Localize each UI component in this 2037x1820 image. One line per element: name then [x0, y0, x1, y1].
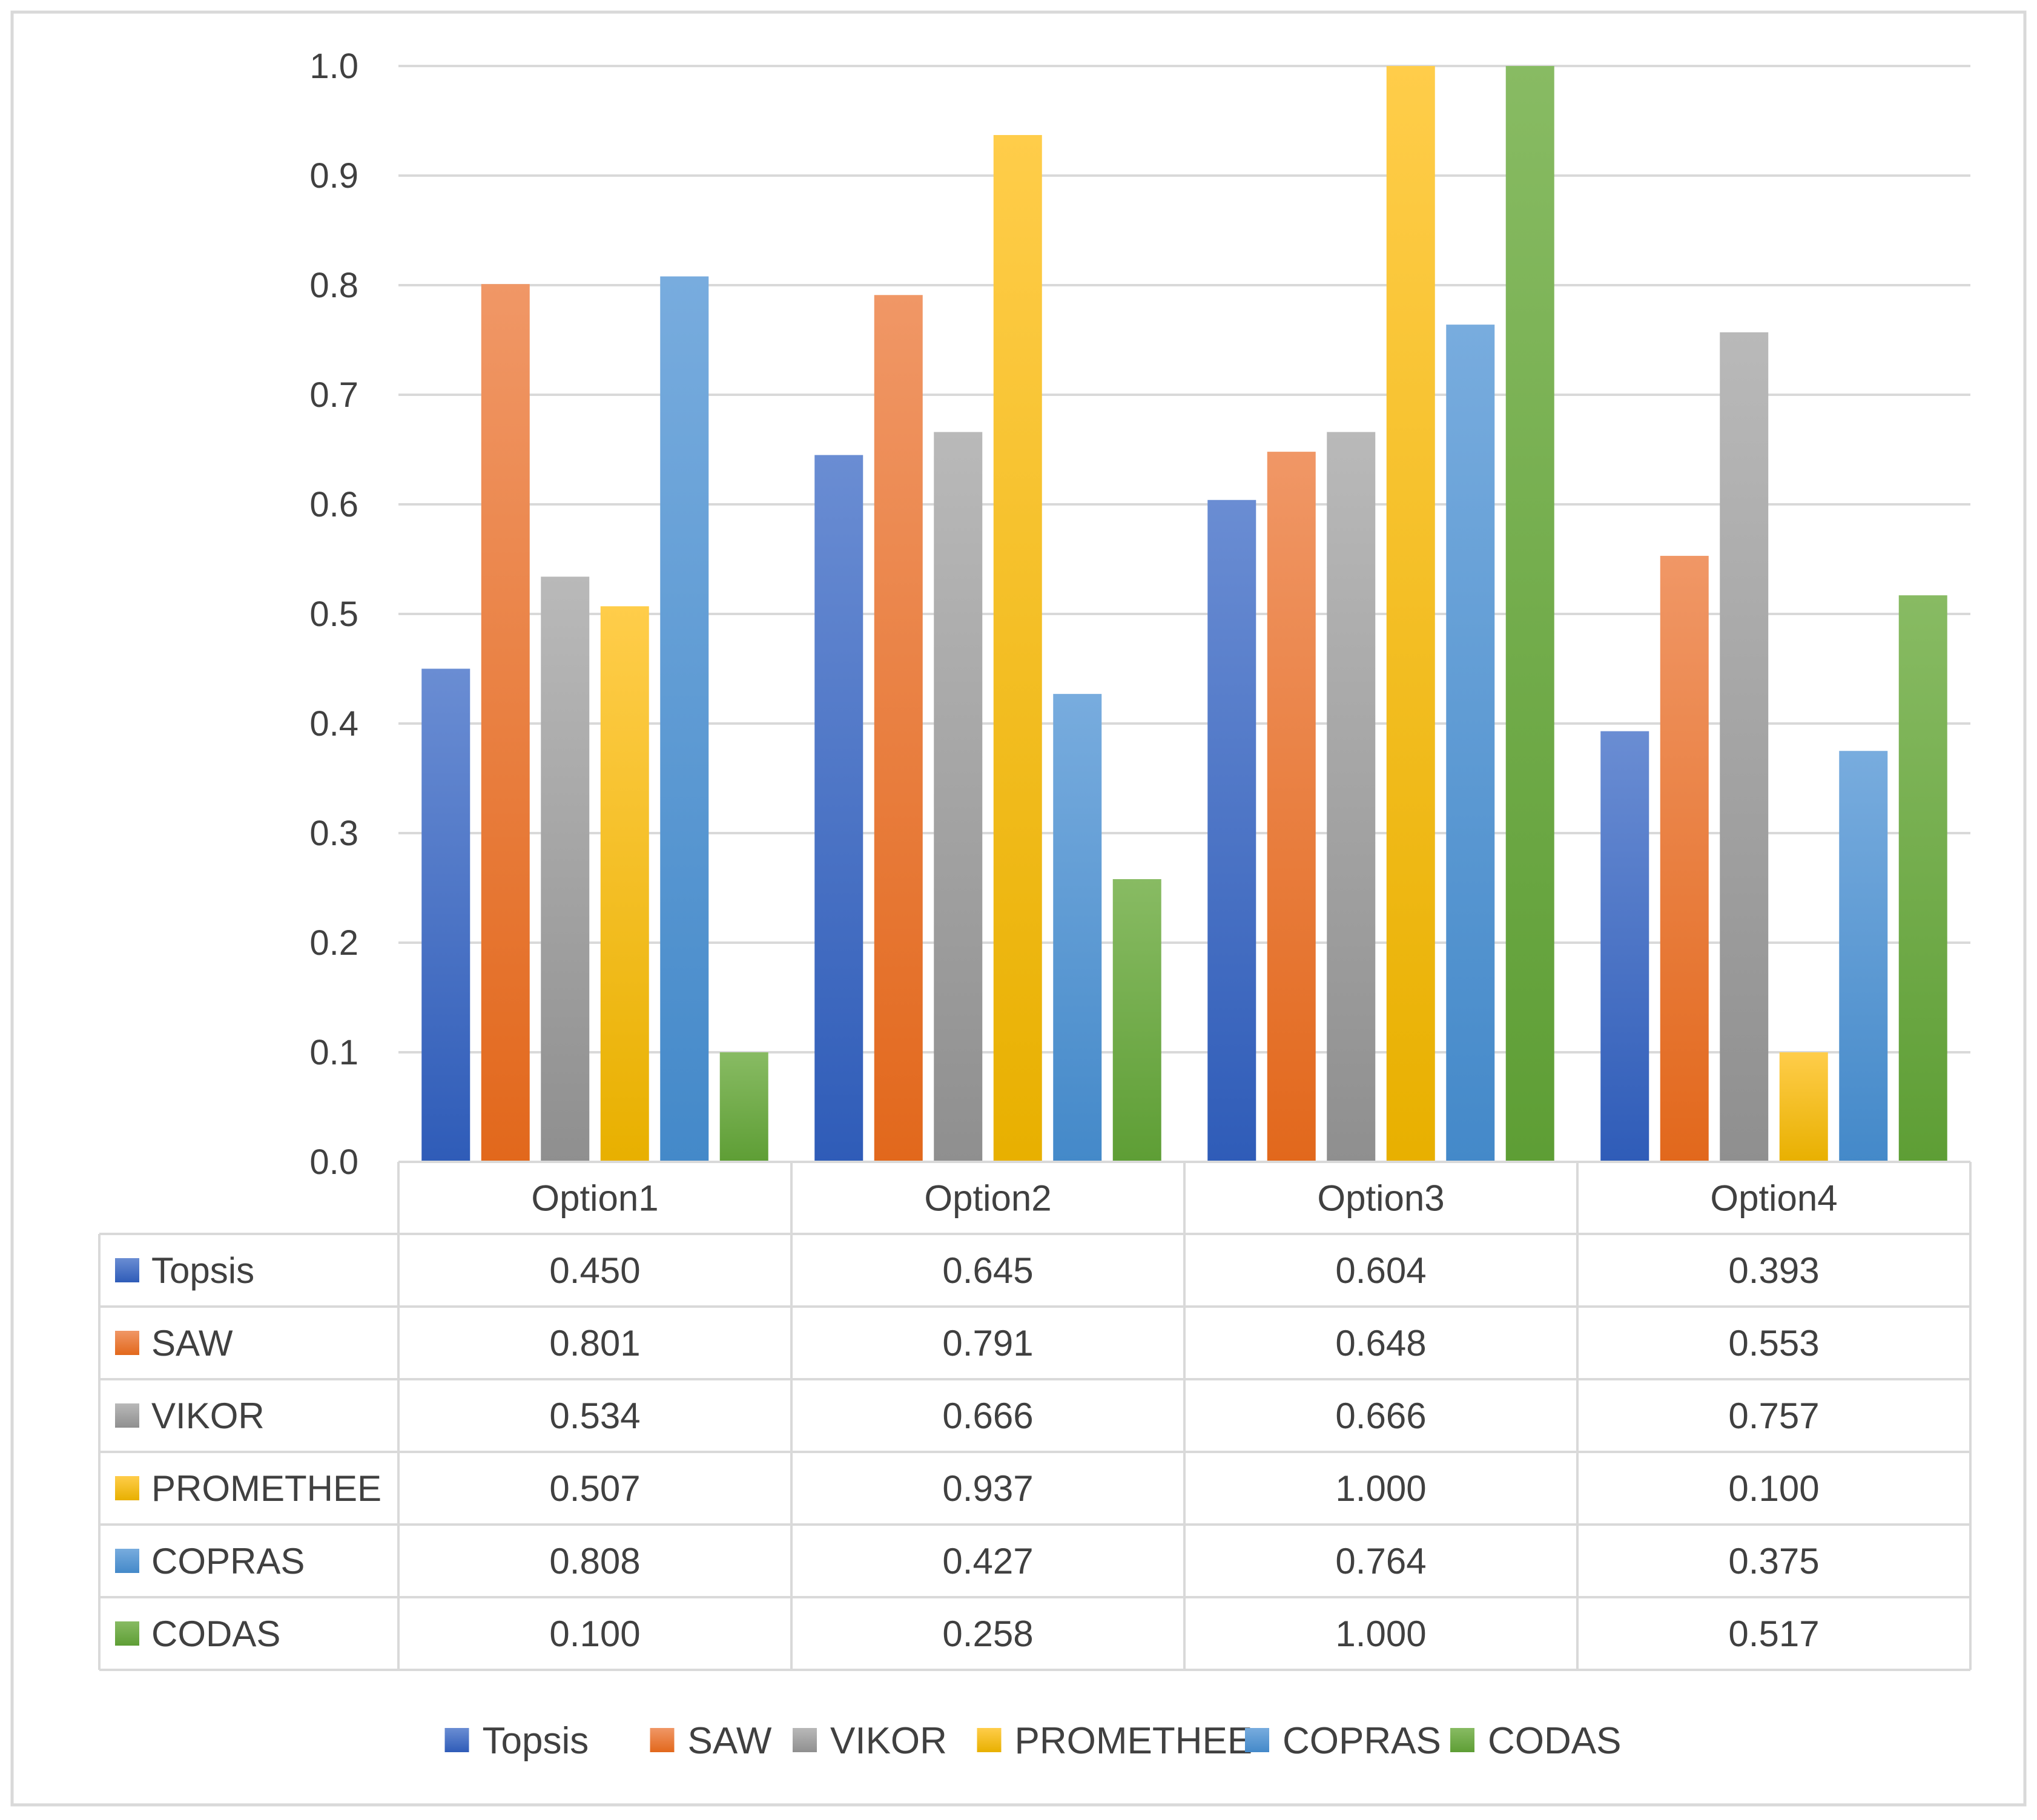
- bar-promethee-option4: [1779, 1052, 1828, 1162]
- table-cell: 0.534: [549, 1396, 640, 1436]
- row-label: COPRAS: [151, 1541, 305, 1581]
- row-swatch-codas: [115, 1621, 139, 1646]
- bar-saw-option3: [1267, 452, 1316, 1162]
- category-label: Option1: [531, 1178, 658, 1219]
- y-tick-label: 0.5: [309, 595, 358, 634]
- y-tick-label: 0.1: [309, 1033, 358, 1072]
- legend-swatch-codas: [1450, 1728, 1474, 1752]
- legend: Topsis SAW VIKOR PROMETHEE COPRAS CODAS: [444, 1720, 1621, 1762]
- table-cell: 0.393: [1728, 1250, 1819, 1291]
- legend-label: PROMETHEE: [1015, 1720, 1253, 1762]
- y-tick-label: 0.0: [309, 1142, 358, 1182]
- row-swatch-promethee: [115, 1476, 139, 1500]
- bar-copras-option4: [1839, 751, 1888, 1162]
- table-cell: 0.375: [1728, 1541, 1819, 1581]
- row-label: PROMETHEE: [151, 1468, 381, 1509]
- table-cell: 0.604: [1335, 1250, 1426, 1291]
- bar-topsis-option2: [814, 455, 863, 1162]
- bar-vikor-option1: [541, 576, 590, 1162]
- table-cell: 0.791: [942, 1323, 1033, 1363]
- legend-swatch-vikor: [793, 1728, 817, 1752]
- bar-codas-option4: [1898, 595, 1947, 1162]
- y-axis-ticks: 0.0 0.1 0.2 0.3 0.4 0.5 0.6 0.7 0.8 0.9 1.0: [309, 47, 358, 1182]
- row-swatch-saw: [115, 1331, 139, 1355]
- bar-codas-option1: [719, 1052, 768, 1162]
- legend-swatch-saw: [650, 1728, 675, 1752]
- bar-saw-option2: [874, 295, 923, 1162]
- row-swatch-topsis: [115, 1258, 139, 1282]
- table-cell: 0.645: [942, 1250, 1033, 1291]
- bar-copras-option2: [1053, 694, 1102, 1162]
- y-tick-label: 0.4: [309, 704, 358, 743]
- table-cell: 0.258: [942, 1614, 1033, 1654]
- bar-promethee-option3: [1386, 66, 1435, 1162]
- bar-topsis-option4: [1600, 731, 1649, 1162]
- bar-promethee-option2: [993, 135, 1042, 1162]
- y-tick-label: 0.2: [309, 923, 358, 963]
- legend-label: Topsis: [483, 1720, 589, 1762]
- category-label: Option4: [1710, 1178, 1837, 1219]
- bar-topsis-option3: [1207, 500, 1256, 1162]
- bar-vikor-option3: [1327, 432, 1376, 1162]
- table-cell: 1.000: [1335, 1614, 1426, 1654]
- legend-label: CODAS: [1488, 1720, 1621, 1762]
- legend-label: COPRAS: [1283, 1720, 1441, 1762]
- legend-swatch-promethee: [977, 1728, 1002, 1752]
- y-tick-label: 0.9: [309, 156, 358, 196]
- table-cell: 0.507: [549, 1468, 640, 1509]
- y-tick-label: 0.3: [309, 814, 358, 853]
- y-tick-label: 0.8: [309, 266, 358, 305]
- table-cell: 0.100: [1728, 1468, 1819, 1509]
- legend-label: VIKOR: [830, 1720, 947, 1762]
- table-cell: 0.517: [1728, 1614, 1819, 1654]
- legend-label: SAW: [688, 1720, 772, 1762]
- bar-topsis-option1: [421, 668, 470, 1162]
- bar-vikor-option4: [1720, 332, 1769, 1162]
- category-label: Option2: [924, 1178, 1051, 1219]
- bar-copras-option3: [1446, 325, 1495, 1162]
- table-cell: 0.450: [549, 1250, 640, 1291]
- legend-swatch-copras: [1245, 1728, 1269, 1752]
- data-table: Option1 Option2 Option3 Option4 Topsis 0.450 0…: [98, 1161, 1972, 1671]
- row-swatch-copras: [115, 1549, 139, 1573]
- table-cell: 0.801: [549, 1323, 640, 1363]
- table-cell: 0.648: [1335, 1323, 1426, 1363]
- row-label: CODAS: [151, 1614, 280, 1654]
- y-tick-label: 0.7: [309, 375, 358, 415]
- table-cell: 0.553: [1728, 1323, 1819, 1363]
- legend-swatch-topsis: [444, 1728, 469, 1752]
- table-cell: 0.937: [942, 1468, 1033, 1509]
- row-label: VIKOR: [151, 1396, 265, 1436]
- bar-vikor-option2: [934, 432, 983, 1162]
- bar-codas-option3: [1505, 66, 1554, 1162]
- y-tick-label: 0.6: [309, 485, 358, 524]
- bars: [421, 66, 1947, 1162]
- bar-codas-option2: [1112, 879, 1161, 1162]
- category-label: Option3: [1317, 1178, 1444, 1219]
- row-label: SAW: [151, 1323, 233, 1363]
- table-cell: 0.427: [942, 1541, 1033, 1581]
- table-cell: 0.100: [549, 1614, 640, 1654]
- bar-copras-option1: [660, 276, 709, 1162]
- row-label: Topsis: [151, 1250, 254, 1291]
- table-cell: 0.666: [942, 1396, 1033, 1436]
- bar-saw-option4: [1660, 556, 1709, 1162]
- table-cell: 0.808: [549, 1541, 640, 1581]
- table-cell: 1.000: [1335, 1468, 1426, 1509]
- table-cell: 0.666: [1335, 1396, 1426, 1436]
- y-tick-label: 1.0: [309, 47, 358, 86]
- table-cell: 0.757: [1728, 1396, 1819, 1436]
- row-swatch-vikor: [115, 1403, 139, 1428]
- bar-saw-option1: [481, 284, 530, 1162]
- table-cell: 0.764: [1335, 1541, 1426, 1581]
- bar-promethee-option1: [600, 606, 649, 1162]
